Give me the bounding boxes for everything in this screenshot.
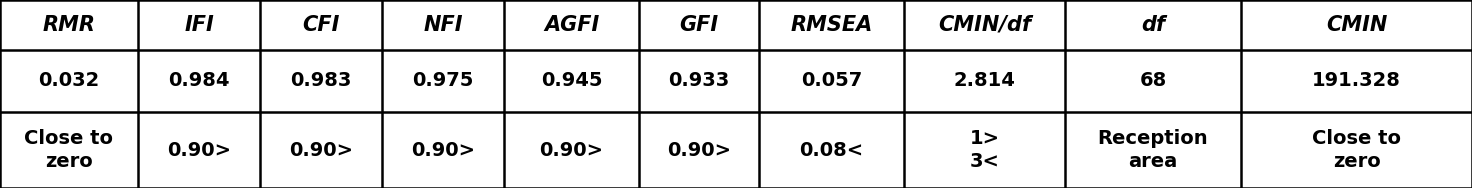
Text: GFI: GFI xyxy=(680,15,718,35)
Text: 1>
3<: 1> 3< xyxy=(970,129,999,171)
Text: Close to
zero: Close to zero xyxy=(1312,129,1401,171)
Text: 0.984: 0.984 xyxy=(168,71,230,90)
Text: RMSEA: RMSEA xyxy=(790,15,873,35)
Text: Close to
zero: Close to zero xyxy=(25,129,113,171)
Text: 0.08<: 0.08< xyxy=(799,140,864,159)
Text: AGFI: AGFI xyxy=(543,15,599,35)
Text: IFI: IFI xyxy=(184,15,213,35)
Text: 191.328: 191.328 xyxy=(1312,71,1401,90)
Text: 0.057: 0.057 xyxy=(801,71,863,90)
Text: 0.90>: 0.90> xyxy=(667,140,732,159)
Text: 0.90>: 0.90> xyxy=(411,140,475,159)
Text: 2.814: 2.814 xyxy=(954,71,1016,90)
Text: 0.975: 0.975 xyxy=(412,71,474,90)
Text: CFI: CFI xyxy=(302,15,340,35)
Text: 0.933: 0.933 xyxy=(668,71,730,90)
Text: 0.032: 0.032 xyxy=(38,71,100,90)
Text: df: df xyxy=(1141,15,1164,35)
Text: 0.983: 0.983 xyxy=(290,71,352,90)
Text: 68: 68 xyxy=(1139,71,1167,90)
Text: 0.90>: 0.90> xyxy=(166,140,231,159)
Text: 0.90>: 0.90> xyxy=(289,140,353,159)
Text: Reception
area: Reception area xyxy=(1098,129,1209,171)
Text: RMR: RMR xyxy=(43,15,96,35)
Text: NFI: NFI xyxy=(424,15,462,35)
Text: 0.90>: 0.90> xyxy=(540,140,604,159)
Text: CMIN/df: CMIN/df xyxy=(938,15,1030,35)
Text: CMIN: CMIN xyxy=(1326,15,1387,35)
Text: 0.945: 0.945 xyxy=(540,71,602,90)
